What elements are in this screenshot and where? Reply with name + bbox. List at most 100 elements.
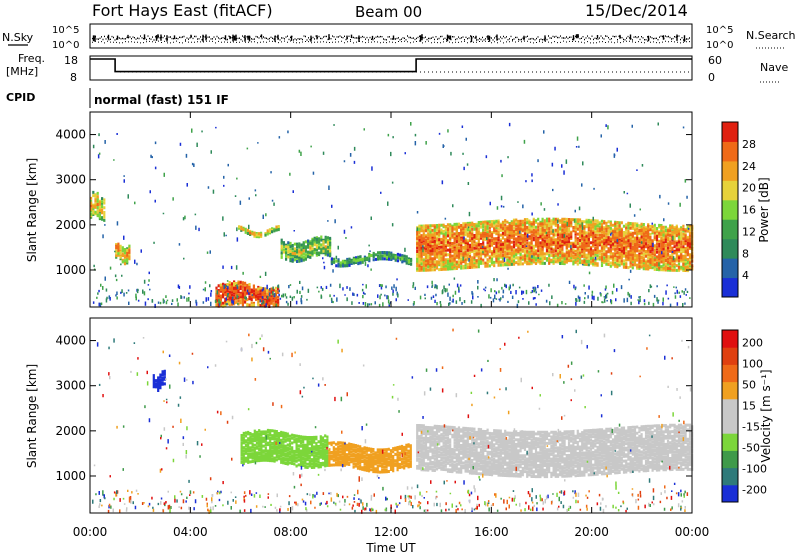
velocity-colorbar-swatch [722, 364, 738, 383]
power-colorbar-tick-label: 24 [742, 160, 756, 173]
velocity-colorbar-tick-label: 50 [742, 379, 756, 392]
station-title: Fort Hays East (fitACF) [92, 1, 273, 20]
velocity-colorbar-swatch [722, 484, 738, 503]
power-echo-region [240, 225, 278, 237]
noise-search-trace [92, 40, 690, 44]
power-colorbar-tick-label: 16 [742, 204, 756, 217]
power-ytick-label: 1000 [55, 263, 86, 277]
velocity-colorbar-swatch [722, 433, 738, 451]
freq-left-tick-bottom: 8 [70, 71, 77, 84]
frequency-panel-frame [89, 55, 693, 81]
power-panel-background [90, 112, 692, 307]
velocity-colorbar-tick-label: 15 [742, 400, 756, 413]
power-echo-region [416, 231, 692, 260]
power-colorbar-frame [721, 121, 739, 298]
power-colorbar-swatch [722, 141, 738, 162]
time-xlabel: Time UT [365, 541, 416, 554]
frequency-trace [90, 58, 692, 73]
velocity-colorbar-tick-label: -15 [742, 420, 760, 433]
power-echo-region [416, 217, 694, 271]
velocity-colorbar-tick-label: 100 [742, 358, 763, 371]
power-echo-region [249, 231, 252, 235]
velocity-colorbar-swatch [722, 381, 738, 400]
power-echo-region [280, 235, 332, 262]
power-echo-region [280, 236, 332, 263]
time-tick-label: 00:00 [73, 525, 108, 539]
freq-label-line1: Freq. [18, 52, 45, 65]
velocity-colorbar-tick-label: -100 [742, 462, 767, 475]
power-colorbar: 4 8 12 16 20 24 28 [721, 121, 756, 298]
power-data [90, 122, 694, 309]
time-tick-label: 00:00 [675, 525, 710, 539]
cpid-panel: CPID normal (fast) 151 IF [6, 88, 229, 108]
velocity-colorbar-label: Velocity [m s⁻¹] [759, 369, 773, 462]
velocity-data [92, 328, 694, 514]
velocity-colorbar-swatch [722, 398, 738, 417]
power-ytick-label: 4000 [55, 128, 86, 142]
power-colorbar-swatch [722, 258, 738, 279]
frequency-panel: Freq. [MHz] 18 8 60 0 Nave [6, 52, 788, 84]
velocity-colorbar-swatch [722, 450, 738, 469]
cpid-label: CPID [6, 91, 35, 104]
time-tick-label: 08:00 [273, 525, 308, 539]
time-tick-label: 20:00 [574, 525, 609, 539]
velocity-echo-region [416, 423, 694, 479]
noise-ytick-left-top: 10^5 [52, 25, 79, 36]
noise-sky-trace [92, 34, 690, 43]
power-panel: 1000 2000 3000 4000 Slant Range [km] 4 8 12 16… [25, 111, 771, 309]
power-echo-region [330, 251, 413, 268]
velocity-echo-region [328, 441, 412, 474]
velocity-ytick-label: 4000 [55, 334, 86, 348]
noise-panel-frame [89, 23, 693, 49]
time-tick-label: 16:00 [474, 525, 509, 539]
power-ytick-label: 3000 [55, 173, 86, 187]
power-echo-region [92, 190, 104, 201]
noise-ytick-right-top: 10^5 [706, 25, 733, 36]
power-colorbar-tick-label: 4 [742, 269, 749, 282]
beam-title: Beam 00 [355, 3, 422, 21]
power-ylabel: Slant Range [km] [25, 158, 39, 262]
power-colorbar-swatch [722, 277, 738, 298]
noise-ytick-left-bottom: 10^0 [52, 40, 79, 51]
date-title: 15/Dec/2014 [585, 1, 688, 20]
power-colorbar-tick-label: 20 [742, 182, 756, 195]
noise-right-label: N.Search [746, 29, 796, 42]
power-colorbar-swatch [722, 219, 738, 240]
power-colorbar-swatch [722, 122, 738, 142]
freq-right-tick-bottom: 0 [708, 71, 715, 84]
power-colorbar-tick-label: 28 [742, 138, 756, 151]
power-colorbar-tick-label: 8 [742, 247, 749, 260]
velocity-colorbar-tick-label: -200 [742, 483, 767, 496]
velocity-colorbar-tick-label: 200 [742, 337, 763, 350]
power-colorbar-tick-label: 12 [742, 225, 756, 238]
power-echo-region [90, 203, 99, 208]
velocity-ytick-label: 2000 [55, 424, 86, 438]
velocity-colorbar-swatch [722, 416, 738, 434]
power-echo-region [117, 244, 131, 264]
velocity-colorbar-swatch [722, 330, 738, 348]
time-axis: 00:00 04:00 08:00 12:00 16:00 20:00 00:00 [73, 112, 710, 539]
noise-panel: N.Sky 10^5 10^0 10^5 10^0 N.Search [2, 23, 796, 51]
power-ytick-label: 2000 [55, 218, 86, 232]
velocity-echo-region [240, 428, 329, 469]
power-echo-region [333, 251, 413, 268]
power-echo-region [215, 281, 280, 308]
power-echo-region [246, 228, 280, 237]
time-tick-label: 04:00 [173, 525, 208, 539]
power-echo-region [90, 193, 106, 219]
velocity-colorbar-tick-label: -50 [742, 441, 760, 454]
time-tick-label: 12:00 [374, 525, 409, 539]
velocity-ytick-label: 3000 [55, 379, 86, 393]
power-echo-region [115, 242, 131, 257]
power-echo-region [291, 245, 327, 256]
power-echo-region [219, 281, 277, 308]
power-echo-region [335, 254, 410, 265]
power-colorbar-swatch [722, 160, 738, 181]
velocity-colorbar-swatch [722, 347, 738, 365]
power-colorbar-label: Power [dB] [757, 177, 771, 242]
power-axis: 1000 2000 3000 4000 [55, 128, 692, 277]
power-colorbar-swatch [722, 199, 738, 220]
power-colorbar-swatch [722, 238, 738, 259]
velocity-panel-background [90, 318, 692, 513]
